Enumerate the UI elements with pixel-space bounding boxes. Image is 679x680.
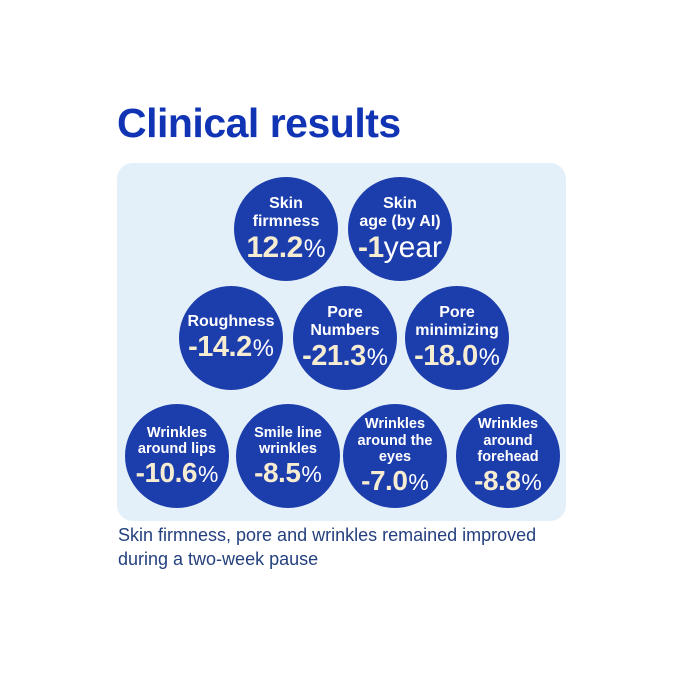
- stat-circle-skin-firmness: Skin firmness 12.2%: [234, 177, 338, 281]
- stat-number: 12.2: [246, 230, 303, 264]
- stat-circle-smile-line: Smile line wrinkles -8.5%: [236, 404, 340, 508]
- stat-suffix: %: [366, 344, 388, 372]
- stat-label: Wrinkles around the eyes: [357, 416, 433, 465]
- stat-value: -10.6%: [135, 457, 219, 489]
- stat-circle-pore-numbers: Pore Numbers -21.3%: [293, 286, 397, 390]
- caption: Skin firmness, pore and wrinkles remaine…: [118, 525, 537, 569]
- stat-value: -14.2%: [188, 331, 274, 364]
- stat-value: -21.3%: [302, 340, 388, 373]
- stat-suffix: %: [197, 461, 219, 488]
- stat-suffix: %: [408, 469, 429, 496]
- stat-value: -8.5%: [254, 457, 322, 489]
- stat-circle-pore-minimizing: Pore minimizing -18.0%: [405, 286, 509, 390]
- stat-number: -8.8: [474, 465, 521, 497]
- stat-suffix: %: [521, 469, 542, 496]
- stat-value: -8.8%: [474, 465, 542, 497]
- stat-value: -1 year: [358, 232, 442, 264]
- stat-value: 12.2%: [246, 232, 325, 264]
- stat-number: -1: [357, 230, 384, 264]
- stat-label: Pore minimizing: [415, 304, 499, 340]
- stat-circle-roughness: Roughness -14.2%: [179, 286, 283, 390]
- stat-suffix: %: [303, 235, 326, 263]
- stat-value: -7.0%: [361, 465, 429, 497]
- stat-circle-wrinkles-forehead: Wrinkles around forehead -8.8%: [456, 404, 560, 508]
- stat-label: Wrinkles around lips: [137, 424, 217, 457]
- stat-label: Roughness: [187, 313, 275, 331]
- stat-number: -14.2: [188, 331, 252, 364]
- results-panel: Skin firmness 12.2% Skin age (by AI) -1 y…: [117, 163, 566, 521]
- stat-number: -18.0: [414, 340, 478, 373]
- stat-number: -7.0: [361, 465, 408, 497]
- stat-circle-skin-age: Skin age (by AI) -1 year: [348, 177, 452, 281]
- stat-label: Skin firmness: [252, 194, 320, 230]
- stat-label: Pore Numbers: [310, 304, 380, 340]
- stat-number: -10.6: [135, 457, 198, 489]
- stat-number: -21.3: [302, 340, 366, 373]
- page-title: Clinical results: [117, 100, 401, 146]
- stat-suffix: year: [383, 230, 443, 264]
- stat-label: Smile line wrinkles: [254, 424, 322, 457]
- stat-label: Skin age (by AI): [359, 194, 441, 230]
- stat-circle-wrinkles-lips: Wrinkles around lips -10.6%: [125, 404, 229, 508]
- stat-label: Wrinkles around forehead: [477, 416, 539, 465]
- stat-suffix: %: [301, 461, 322, 488]
- stat-suffix: %: [478, 344, 500, 372]
- stat-suffix: %: [252, 335, 274, 363]
- stat-circle-wrinkles-eyes: Wrinkles around the eyes -7.0%: [343, 404, 447, 508]
- stat-number: -8.5: [254, 457, 301, 489]
- stat-value: -18.0%: [414, 340, 500, 373]
